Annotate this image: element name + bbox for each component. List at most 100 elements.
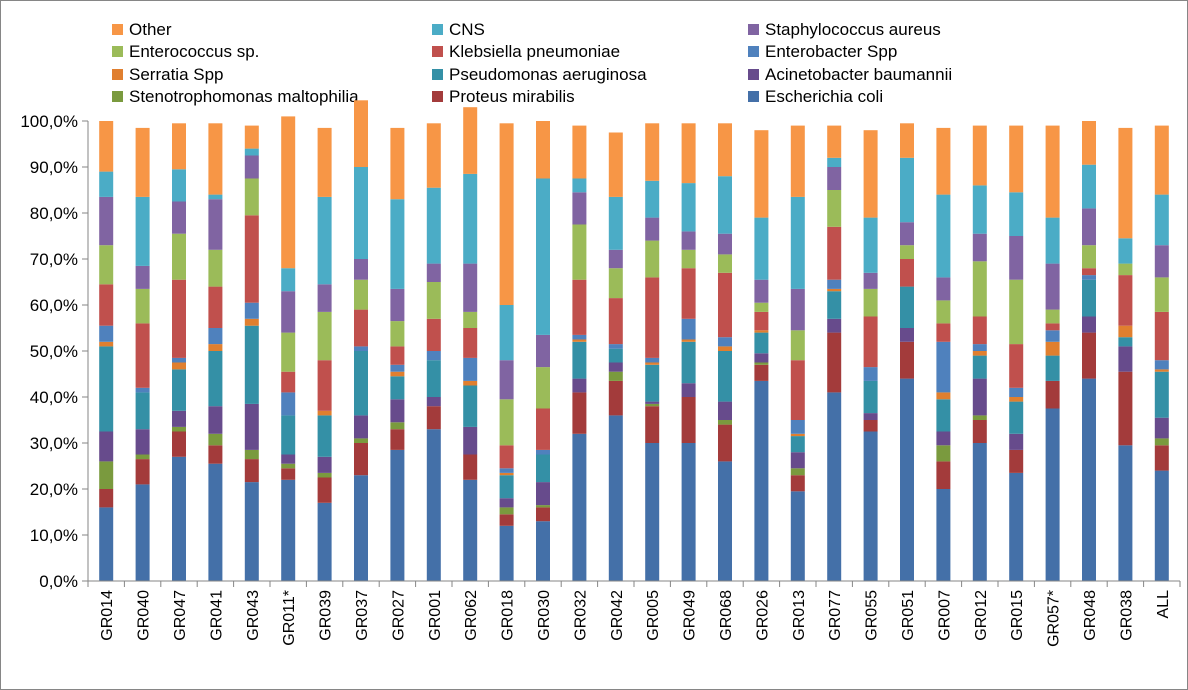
- bar-segment-escherichia-coli: [135, 484, 150, 581]
- bar-segment-pseudomonas-aeruginosa: [172, 369, 186, 411]
- bar-segment-other: [244, 125, 259, 149]
- bar-segment-cns: [681, 183, 696, 232]
- bar-segment-stenotrophomonas-maltophilia: [754, 362, 769, 365]
- bar-segment-stenotrophomonas-maltophilia: [936, 445, 951, 462]
- bar-segment-proteus-mirabilis: [1154, 445, 1169, 471]
- bar-segment-staphylococcus-aureus: [754, 279, 769, 303]
- bar-segment-pseudomonas-aeruginosa: [572, 341, 587, 379]
- bar-segment-escherichia-coli: [681, 443, 696, 581]
- x-tick-label: GR047: [172, 590, 189, 641]
- bar-segment-proteus-mirabilis: [1009, 449, 1024, 473]
- bar-segment-proteus-mirabilis: [317, 477, 332, 503]
- bar-segment-other: [936, 127, 951, 195]
- legend-swatch-cns: [432, 24, 443, 35]
- bar-segment-escherichia-coli: [244, 482, 259, 581]
- bar-segment-enterococcus-sp: [1082, 245, 1096, 269]
- bar-segment-stenotrophomonas-maltophilia: [354, 438, 368, 443]
- bar-segment-serratia-spp: [172, 362, 186, 370]
- y-tick-label: 50,0%: [30, 342, 78, 361]
- bar-segment-serratia-spp: [499, 472, 514, 476]
- bar-segment-enterobacter-spp: [827, 279, 842, 289]
- bar-segment-escherichia-coli: [208, 463, 223, 581]
- bar-segment-acinetobacter-baumannii: [1082, 316, 1096, 333]
- bar-segment-acinetobacter-baumannii: [645, 401, 660, 404]
- bar-segment-enterobacter-spp: [1045, 330, 1060, 342]
- bar-segment-stenotrophomonas-maltophilia: [172, 426, 186, 432]
- legend-label-staphylococcus-aureus: Staphylococcus aureus: [765, 20, 941, 39]
- bar-segment-enterobacter-spp: [499, 468, 514, 473]
- bar-stack-gr042: [608, 132, 623, 581]
- bar-segment-escherichia-coli: [536, 521, 550, 581]
- bar-segment-acinetobacter-baumannii: [463, 426, 478, 455]
- bar-segment-serratia-spp: [827, 288, 842, 292]
- bar-segment-enterococcus-sp: [827, 190, 842, 227]
- bar-segment-pseudomonas-aeruginosa: [754, 332, 769, 354]
- bar-segment-enterococcus-sp: [900, 245, 914, 259]
- bar-segment-enterobacter-spp: [208, 328, 223, 345]
- legend-label-escherichia-coli: Escherichia coli: [765, 87, 883, 106]
- bar-segment-enterococcus-sp: [536, 367, 550, 409]
- bar-stack-gr026: [754, 130, 769, 581]
- bar-segment-stenotrophomonas-maltophilia: [390, 422, 405, 430]
- bar-segment-pseudomonas-aeruginosa: [1009, 401, 1024, 434]
- bar-stack-all: [1154, 125, 1169, 581]
- bar-segment-enterobacter-spp: [972, 344, 987, 351]
- x-tick-label: GR012: [973, 590, 990, 641]
- x-tick-label: GR041: [208, 590, 225, 641]
- bar-segment-pseudomonas-aeruginosa: [972, 355, 987, 379]
- bar-segment-cns: [572, 178, 587, 193]
- bar-segment-proteus-mirabilis: [754, 364, 769, 381]
- bar-segment-staphylococcus-aureus: [900, 222, 914, 246]
- bar-segment-serratia-spp: [718, 346, 732, 351]
- bar-segment-other: [354, 100, 368, 167]
- bar-segment-enterococcus-sp: [1118, 263, 1133, 276]
- bar-stack-gr012: [972, 125, 987, 581]
- bar-segment-proteus-mirabilis: [536, 507, 550, 522]
- bar-segment-staphylococcus-aureus: [172, 201, 186, 234]
- bar-segment-proteus-mirabilis: [1082, 332, 1096, 379]
- bar-segment-enterobacter-spp: [790, 420, 805, 434]
- bar-segment-pseudomonas-aeruginosa: [1082, 279, 1096, 317]
- bar-segment-proteus-mirabilis: [244, 459, 259, 483]
- bar-segment-staphylococcus-aureus: [135, 265, 150, 289]
- bar-segment-proteus-mirabilis: [1045, 380, 1060, 409]
- legend-swatch-serratia-spp: [112, 69, 123, 80]
- bar-segment-enterococcus-sp: [1009, 279, 1024, 345]
- legend-label-acinetobacter-baumannii: Acinetobacter baumannii: [765, 65, 952, 84]
- bar-segment-enterobacter-spp: [718, 337, 732, 347]
- bar-segment-pseudomonas-aeruginosa: [827, 291, 842, 319]
- x-tick-label: GR062: [463, 590, 480, 641]
- bar-segment-proteus-mirabilis: [426, 406, 441, 430]
- legend-label-serratia-spp: Serratia Spp: [129, 65, 224, 84]
- bar-segment-acinetobacter-baumannii: [1009, 433, 1024, 450]
- bar-segment-stenotrophomonas-maltophilia: [208, 433, 223, 446]
- legend-swatch-pseudomonas-aeruginosa: [432, 69, 443, 80]
- bar-segment-acinetobacter-baumannii: [99, 431, 114, 462]
- bar-segment-acinetobacter-baumannii: [317, 456, 332, 473]
- bar-segment-klebsiella-pneumoniae: [281, 371, 296, 393]
- bar-segment-stenotrophomonas-maltophilia: [281, 463, 296, 469]
- bar-segment-proteus-mirabilis: [572, 392, 587, 434]
- bar-segment-enterococcus-sp: [1045, 309, 1060, 324]
- bar-segment-acinetobacter-baumannii: [900, 328, 914, 342]
- bar-segment-serratia-spp: [1009, 397, 1024, 402]
- bar-segment-other: [608, 132, 623, 197]
- bar-segment-cns: [281, 268, 296, 292]
- legend-swatch-enterobacter-spp: [748, 46, 759, 57]
- bar-segment-enterococcus-sp: [135, 288, 150, 324]
- bar-segment-cns: [608, 196, 623, 250]
- x-tick-label: GR042: [609, 590, 626, 641]
- bar-segment-cns: [354, 167, 368, 259]
- bar-segment-staphylococcus-aureus: [536, 334, 550, 368]
- x-tick-label: GR037: [354, 590, 371, 641]
- bar-segment-acinetobacter-baumannii: [536, 482, 550, 506]
- bar-segment-klebsiella-pneumoniae: [172, 279, 186, 358]
- bar-segment-serratia-spp: [1045, 341, 1060, 356]
- bar-segment-enterococcus-sp: [99, 245, 114, 285]
- bar-stack-gr015: [1009, 125, 1024, 581]
- bar-segment-other: [317, 127, 332, 197]
- x-tick-label: GR027: [390, 590, 407, 641]
- x-tick-label: GR055: [864, 590, 881, 641]
- bar-segment-escherichia-coli: [718, 461, 732, 581]
- bar-segment-pseudomonas-aeruginosa: [1118, 337, 1133, 347]
